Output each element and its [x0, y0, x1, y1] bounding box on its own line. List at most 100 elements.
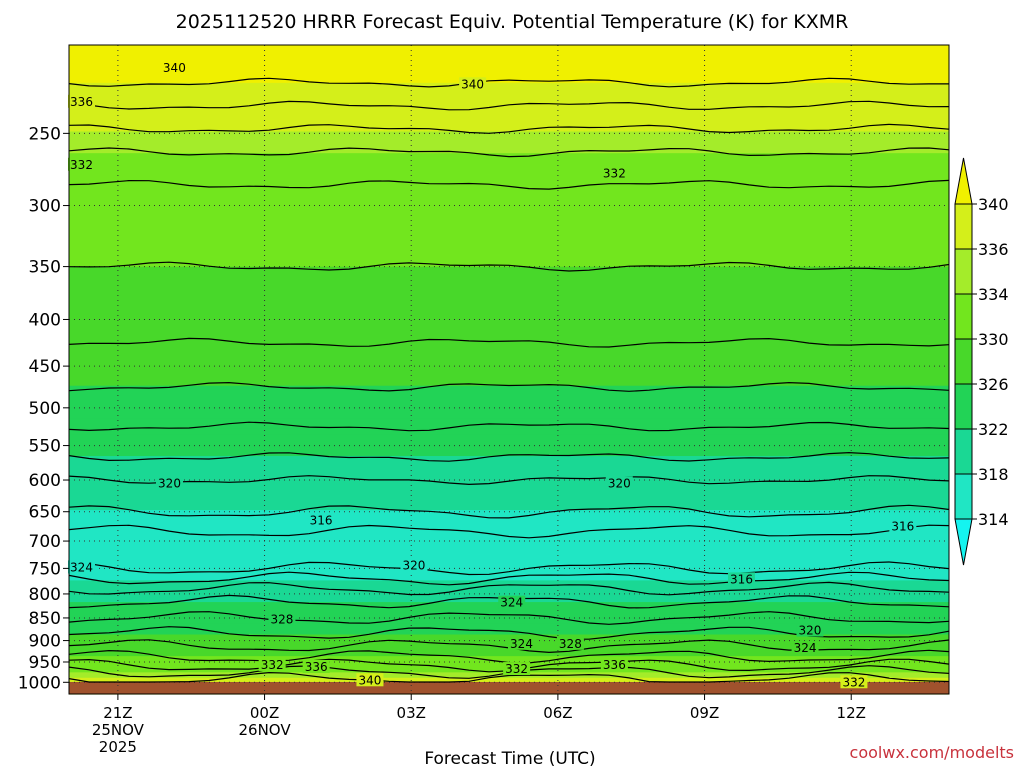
theta-band: [69, 299, 949, 306]
contour-line: [68, 421, 950, 432]
colorbar-label: 326: [978, 375, 1009, 394]
contour-label-bg: [498, 595, 526, 609]
colorbar-segment: [954, 338, 973, 385]
theta-band: [69, 45, 949, 52]
theta-band: [69, 245, 949, 252]
contour-line: [68, 100, 950, 111]
contour-line: [68, 581, 950, 596]
theta-band: [69, 385, 949, 392]
contour-label: 316: [728, 572, 755, 586]
theta-band: [69, 585, 949, 592]
contour-label-text: 336: [305, 660, 328, 674]
contour-line: [68, 179, 950, 190]
contour-label: 332: [258, 657, 286, 672]
theta-band: [69, 483, 949, 490]
theta-band: [69, 239, 949, 246]
theta-band: [69, 493, 949, 500]
contour-line: [68, 261, 950, 272]
theta-band: [69, 207, 949, 214]
x-tick-label: 25NOV: [92, 721, 145, 739]
theta-band: [69, 72, 949, 79]
contour-label: 340: [160, 60, 188, 75]
theta-band: [69, 353, 949, 360]
contour-label-text: 328: [270, 613, 293, 627]
y-tick-label: 850: [29, 609, 61, 629]
theta-band: [69, 380, 949, 387]
x-tick-label: 26NOV: [238, 721, 291, 739]
contour-label-text: 320: [608, 476, 631, 490]
y-axis-ticks: 250 300 350 400 450 500 550 600 650 700 750 800 850 9…: [18, 124, 69, 693]
contour-label-bg: [503, 662, 531, 676]
theta-band: [69, 88, 949, 95]
theta-band: [69, 158, 949, 165]
y-tick-label: 900: [29, 632, 61, 652]
y-tick-label: 350: [29, 258, 61, 278]
contour-label: 320: [156, 476, 183, 490]
theta-band: [69, 456, 949, 463]
contour-label-text: 328: [559, 637, 582, 651]
y-tick-label: 750: [29, 559, 61, 579]
contour-label: 324: [68, 560, 95, 574]
contour-label: 340: [356, 673, 384, 687]
contour-line: [68, 524, 950, 539]
y-tick-label: 950: [29, 653, 61, 673]
contour-label: 316: [889, 519, 917, 533]
theta-band: [69, 439, 949, 446]
x-axis-label: Forecast Time (UTC): [424, 749, 595, 768]
theta-band: [69, 515, 949, 522]
colorbar-segment: [954, 293, 973, 340]
contour-line: [68, 123, 950, 134]
colorbar-over-triangle: [954, 157, 973, 205]
theta-band: [69, 142, 949, 149]
theta-band: [69, 228, 949, 235]
y-tick-label: 1000: [18, 673, 61, 693]
y-tick-label: 600: [29, 471, 61, 491]
x-tick-label: 00Z: [250, 704, 279, 722]
ground-band: [69, 682, 949, 694]
colorbar: 340 336 334 330 326 322 318 314: [954, 157, 1009, 566]
theta-band: [69, 401, 949, 408]
theta-band: [69, 234, 949, 241]
theta-band: [69, 115, 949, 122]
theta-band: [69, 147, 949, 154]
theta-band: [69, 342, 949, 349]
contour-label-text: 336: [70, 95, 93, 109]
contour-label-bg: [68, 560, 95, 574]
contour-label: 324: [508, 636, 535, 651]
contour-label-bg: [459, 77, 487, 91]
contour-label-bg: [791, 641, 819, 655]
contour-labels: 340 340 336 332 332 320 320 316 316 320 324 316 324 3…: [68, 60, 917, 689]
theta-band: [69, 612, 949, 619]
contour-label-text: 332: [603, 166, 626, 180]
theta-band: [69, 293, 949, 300]
theta-band: [69, 526, 949, 533]
y-tick-label: 300: [29, 197, 61, 217]
chart-title: 2025112520 HRRR Forecast Equiv. Potentia…: [176, 11, 849, 33]
theta-band: [69, 677, 949, 684]
contour-label-text: 340: [461, 77, 484, 91]
x-tick-label: 2025: [99, 738, 137, 756]
theta-band: [69, 136, 949, 143]
theta-band: [69, 288, 949, 295]
colorbar-label: 322: [978, 420, 1009, 439]
contour-label-text: 332: [261, 658, 284, 672]
theta-band: [69, 99, 949, 106]
theta-band: [69, 575, 949, 582]
theta-band: [69, 391, 949, 398]
contour-label: 320: [400, 558, 428, 572]
theta-band: [69, 623, 949, 630]
contour-label-bg: [68, 94, 95, 108]
colorbar-label: 334: [978, 285, 1009, 304]
theta-band: [69, 120, 949, 127]
theta-band: [69, 61, 949, 68]
theta-band: [69, 50, 949, 57]
theta-band: [69, 304, 949, 311]
contour-label-text: 324: [794, 641, 817, 655]
contour-label: 336: [600, 657, 628, 672]
theta-band: [69, 255, 949, 262]
y-tick-label: 500: [29, 399, 61, 419]
contour-label-text: 332: [842, 675, 865, 689]
contour-label-bg: [302, 660, 330, 674]
contour-label-text: 340: [163, 61, 186, 75]
